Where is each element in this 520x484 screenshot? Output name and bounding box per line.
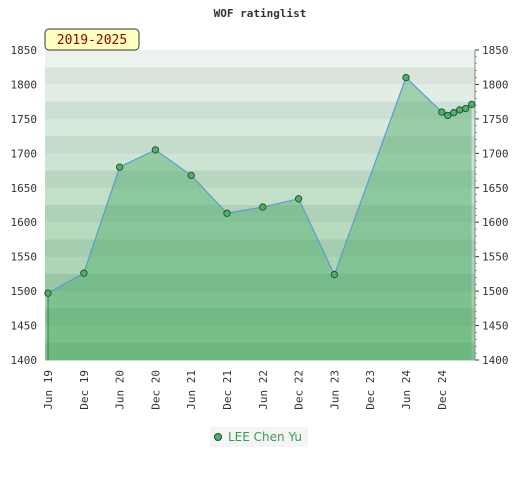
y-tick-label-right: 1650 xyxy=(482,182,509,195)
background-band xyxy=(45,308,475,327)
period-badge-label: 2019-2025 xyxy=(57,33,127,48)
background-band xyxy=(45,153,475,172)
y-tick-label-right: 1500 xyxy=(482,285,509,298)
data-point[interactable] xyxy=(402,73,410,82)
x-tick-label: Jun 24 xyxy=(400,370,413,410)
x-tick-label: Dec 24 xyxy=(436,370,449,410)
data-point[interactable] xyxy=(259,203,267,211)
x-tick-label: Dec 19 xyxy=(78,370,91,410)
background-band xyxy=(45,67,475,85)
y-tick-label: 1400 xyxy=(11,354,38,367)
chart-title: WOF ratinglist xyxy=(214,7,307,20)
background-band xyxy=(45,325,475,344)
y-tick-label-right: 1450 xyxy=(482,320,509,333)
y-tick-label-right: 1400 xyxy=(482,354,509,367)
series-area xyxy=(48,77,472,361)
y-tick-label: 1550 xyxy=(11,251,38,264)
y-tick-label-right: 1850 xyxy=(482,44,509,57)
data-point[interactable] xyxy=(438,108,446,116)
data-point[interactable] xyxy=(151,146,160,154)
y-tick-label-right: 1800 xyxy=(482,78,509,91)
period-badge: 2019-2025 xyxy=(44,28,140,51)
data-point[interactable] xyxy=(187,171,195,180)
background-band xyxy=(45,50,475,68)
background-band xyxy=(45,291,475,309)
chart-legend[interactable]: LEE Chen Yu xyxy=(210,427,309,447)
background-band xyxy=(45,187,475,206)
background-band xyxy=(45,101,475,120)
background-band xyxy=(45,84,475,103)
x-tick-label: Jun 23 xyxy=(328,370,341,410)
x-tick-label: Jun 19 xyxy=(42,370,55,410)
y-tick-label: 1500 xyxy=(11,285,38,298)
y-tick-label-right: 1750 xyxy=(482,113,509,126)
data-point[interactable] xyxy=(467,100,476,109)
x-tick-label: Dec 21 xyxy=(221,370,234,410)
data-point[interactable] xyxy=(444,111,452,120)
background-band xyxy=(45,256,475,275)
y-tick-label-right: 1600 xyxy=(482,216,509,229)
background-band xyxy=(45,342,475,361)
data-point[interactable] xyxy=(80,269,88,277)
background-band xyxy=(45,222,475,240)
x-tick-label: Jun 21 xyxy=(185,370,198,410)
y-tick-label: 1600 xyxy=(11,216,38,229)
data-point[interactable] xyxy=(223,209,231,217)
background-band xyxy=(45,239,475,258)
data-point[interactable] xyxy=(294,195,303,203)
legend-marker-icon xyxy=(214,433,222,441)
x-tick-label: Dec 20 xyxy=(149,370,162,410)
data-point[interactable] xyxy=(330,270,339,279)
y-tick-label: 1850 xyxy=(11,44,38,57)
x-tick-label: Jun 22 xyxy=(257,370,270,410)
data-point[interactable] xyxy=(450,109,458,117)
data-point[interactable] xyxy=(115,163,124,171)
data-point[interactable] xyxy=(456,106,464,114)
y-tick-label: 1750 xyxy=(11,113,38,126)
background-band xyxy=(45,205,475,223)
data-point[interactable] xyxy=(44,289,52,297)
y-tick-label: 1700 xyxy=(11,147,38,160)
y-tick-label: 1800 xyxy=(11,78,38,91)
background-band xyxy=(45,273,475,292)
x-tick-label: Dec 23 xyxy=(364,370,377,410)
x-tick-label: Dec 22 xyxy=(293,370,306,410)
y-tick-label-right: 1700 xyxy=(482,147,509,160)
y-tick-label-right: 1550 xyxy=(482,251,509,264)
background-band xyxy=(45,118,475,137)
legend-series-label: LEE Chen Yu xyxy=(228,430,303,444)
x-tick-label: Jun 20 xyxy=(114,370,127,410)
data-point[interactable] xyxy=(462,104,470,113)
y-tick-label: 1450 xyxy=(11,320,38,333)
y-tick-label: 1650 xyxy=(11,182,38,195)
